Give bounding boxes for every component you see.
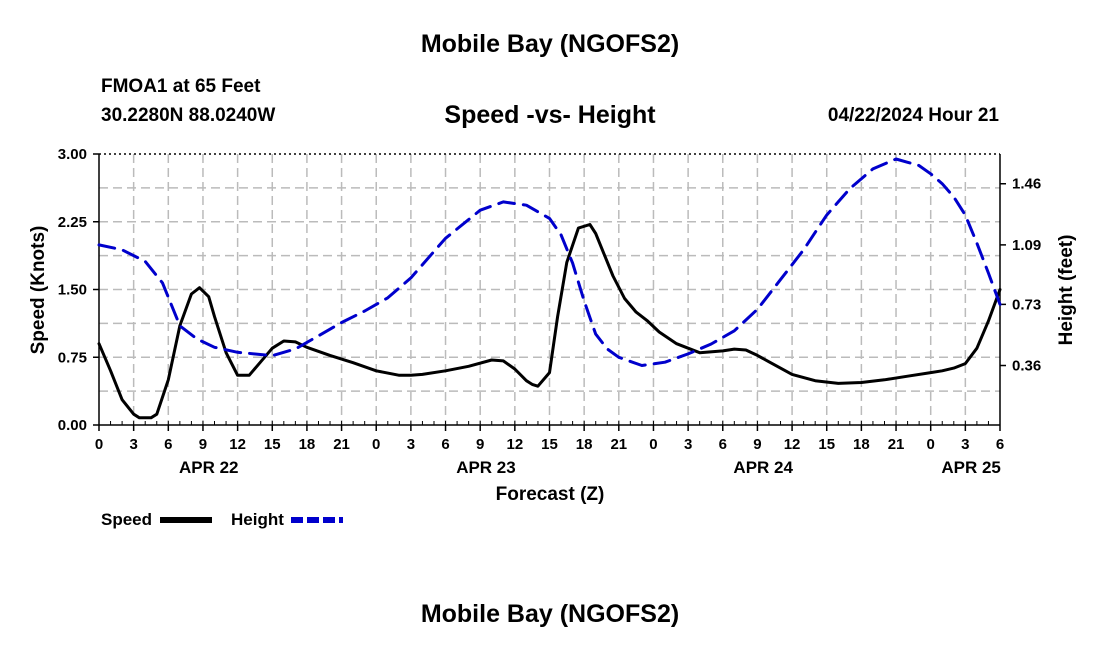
x-tick-label: 3	[961, 436, 969, 453]
x-tick-label: 12	[507, 436, 524, 453]
x-tick-label: 0	[649, 436, 657, 453]
station-label: FMOA1 at 65 Feet	[101, 76, 261, 97]
date-label: APR 22	[179, 458, 239, 477]
coordinates-label: 30.2280N 88.0240W	[101, 105, 276, 126]
x-tick-label: 0	[372, 436, 380, 453]
x-tick-label: 21	[888, 436, 905, 453]
y-tick-label: 2.25	[58, 214, 87, 231]
y-axis-title: Speed (Knots)	[28, 226, 49, 355]
height-series-line	[97, 157, 1002, 367]
x-tick-label: 15	[818, 436, 835, 453]
x-tick-label: 3	[407, 436, 415, 453]
forecast-datetime: 04/22/2024 Hour 21	[827, 105, 999, 126]
x-tick-label: 0	[927, 436, 935, 453]
legend-label-height: Height	[231, 510, 284, 529]
x-tick-label: 18	[576, 436, 593, 453]
date-label: APR 25	[941, 458, 1001, 477]
y-tick-label: 0.75	[58, 349, 87, 366]
speed-series-line	[97, 223, 1002, 420]
legend-label-speed: Speed	[101, 510, 152, 529]
x-tick-label: 6	[441, 436, 449, 453]
footer-title: Mobile Bay (NGOFS2)	[420, 600, 680, 628]
y2-tick-label: 0.36	[1012, 358, 1041, 375]
x-tick-label: 6	[164, 436, 172, 453]
x-tick-label: 21	[333, 436, 350, 453]
x-tick-label: 3	[129, 436, 137, 453]
chart-title: Mobile Bay (NGOFS2)	[420, 30, 680, 58]
y2-tick-label: 1.09	[1012, 237, 1041, 254]
x-tick-label: 9	[753, 436, 761, 453]
x-tick-label: 15	[541, 436, 558, 453]
x-tick-label: 15	[264, 436, 281, 453]
x-tick-label: 12	[229, 436, 246, 453]
y-tick-label: 1.50	[58, 282, 87, 299]
y-tick-label: 0.00	[58, 417, 87, 434]
x-tick-label: 3	[684, 436, 692, 453]
x-tick-label: 6	[996, 436, 1004, 453]
x-tick-label: 12	[784, 436, 801, 453]
y2-axis-title: Height (feet)	[1056, 235, 1077, 346]
x-tick-label: 6	[719, 436, 727, 453]
x-tick-label: 9	[476, 436, 484, 453]
x-axis-title: Forecast (Z)	[496, 484, 605, 505]
y-tick-label: 3.00	[58, 146, 87, 163]
date-label: APR 24	[733, 458, 793, 477]
x-tick-label: 0	[95, 436, 103, 453]
x-tick-label: 21	[610, 436, 627, 453]
x-tick-label: 18	[299, 436, 316, 453]
y2-tick-label: 1.46	[1012, 176, 1041, 193]
x-tick-label: 18	[853, 436, 870, 453]
date-label: APR 23	[456, 458, 516, 477]
x-tick-label: 9	[199, 436, 207, 453]
chart-subtitle: Speed -vs- Height	[444, 101, 656, 129]
y2-tick-label: 0.73	[1012, 296, 1041, 313]
